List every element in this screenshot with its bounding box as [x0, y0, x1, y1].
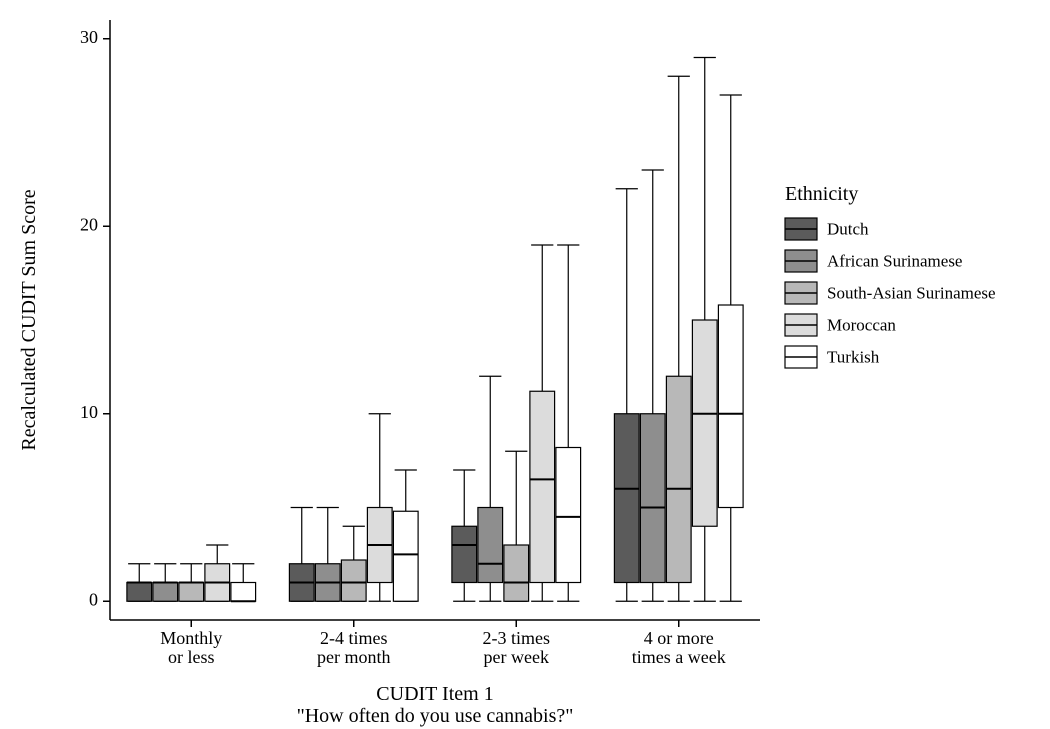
boxplot-chart: 0 10 20 30 Recalculated CUDIT Sum Score Month… [0, 0, 1050, 729]
chart-container: 0 10 20 30 Recalculated CUDIT Sum Score Month… [0, 0, 1050, 729]
box-rect [127, 583, 152, 602]
y-tick-label: 0 [89, 589, 98, 609]
box-rect [231, 583, 256, 602]
legend-title: Ethnicity [785, 183, 858, 205]
x-tick-label: 2-4 timesper month [317, 628, 391, 667]
box-rect [393, 511, 418, 601]
legend-item-label: South-Asian Surinamese [827, 284, 996, 303]
x-tick-label: 4 or moretimes a week [632, 628, 726, 667]
box-rect [153, 583, 178, 602]
y-tick-label: 30 [80, 27, 98, 47]
legend-item-label: African Surinamese [827, 252, 962, 271]
x-tick-label: Monthlyor less [160, 628, 222, 667]
x-tick-label: 2-3 timesper week [483, 628, 551, 667]
legend-item-label: Turkish [827, 348, 880, 367]
box-rect [478, 508, 503, 583]
box-rect [179, 583, 204, 602]
box-rect [556, 448, 581, 583]
box-rect [640, 414, 665, 583]
box-rect [452, 526, 477, 582]
legend-item-label: Moroccan [827, 316, 896, 335]
box-rect [666, 376, 691, 582]
legend-item-label: Dutch [827, 220, 869, 239]
y-tick-label: 10 [80, 402, 98, 422]
box-rect [692, 320, 717, 526]
box-rect [530, 391, 555, 582]
box-rect [504, 545, 529, 601]
y-tick-label: 20 [80, 214, 98, 234]
box-rect [341, 560, 366, 601]
box-rect [718, 305, 743, 508]
box-rect [614, 414, 639, 583]
y-axis-label: Recalculated CUDIT Sum Score [18, 189, 40, 450]
